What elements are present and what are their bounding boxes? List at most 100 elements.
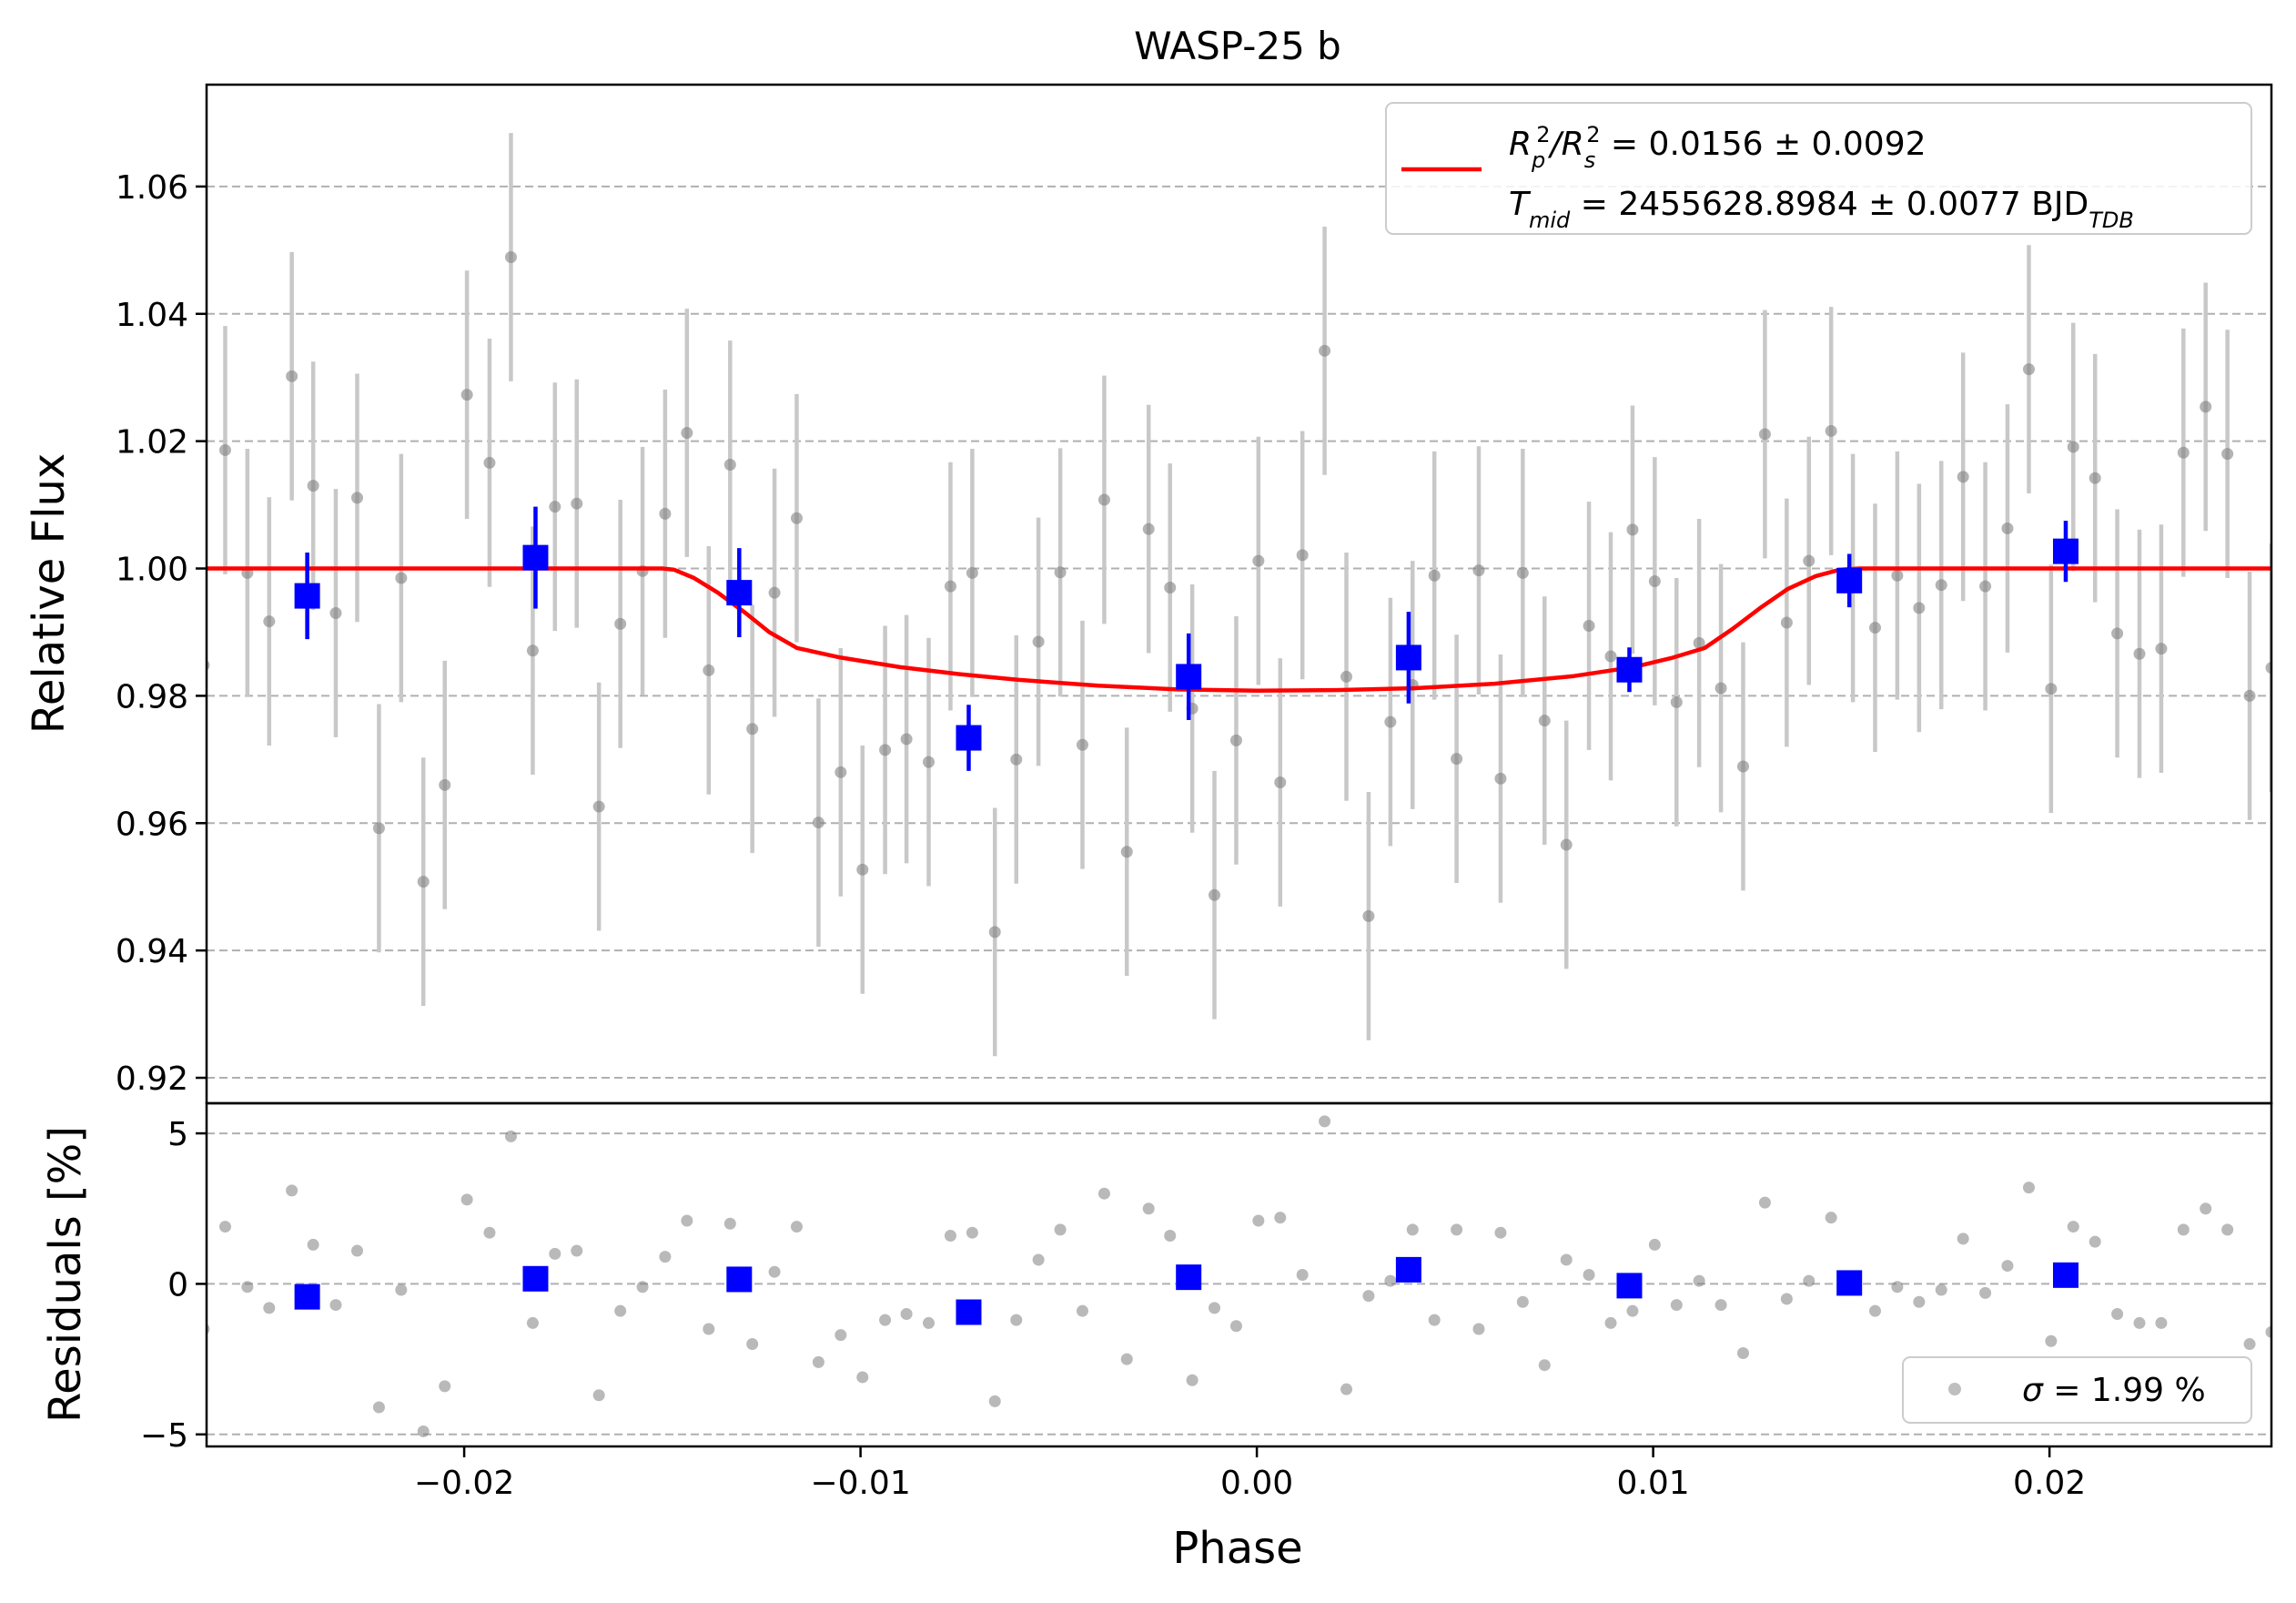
raw-point xyxy=(1693,636,1705,649)
residual-point xyxy=(329,1299,342,1312)
chart-title: WASP-25 b xyxy=(1134,24,1341,68)
binned-point xyxy=(1395,644,1421,671)
raw-point xyxy=(1979,580,1992,593)
raw-point xyxy=(1076,738,1088,751)
residual-point xyxy=(460,1193,473,1206)
top-y-tick-label: 0.94 xyxy=(116,933,188,970)
raw-point xyxy=(1472,564,1485,577)
bottom-panel-y-ticks: −5 0 5 xyxy=(140,1116,207,1455)
raw-point xyxy=(1714,682,1727,695)
legend-tmid-label: Tmid = 2455628.8984 ± 0.0077 BJDTDB xyxy=(1509,186,2134,233)
raw-point xyxy=(768,586,781,599)
residual-point xyxy=(2067,1221,2079,1233)
top-y-tick-label: 1.04 xyxy=(116,297,188,334)
binned-point xyxy=(522,544,549,571)
top-y-tick-label: 1.00 xyxy=(116,552,188,589)
raw-point xyxy=(1428,569,1441,582)
residual-point xyxy=(988,1395,1001,1407)
residual-point xyxy=(1032,1253,1045,1266)
binned-point xyxy=(1616,656,1643,683)
residual-point xyxy=(1957,1233,1969,1245)
raw-point xyxy=(2133,647,2146,660)
raw-point xyxy=(1384,715,1397,728)
residual-point xyxy=(439,1380,451,1393)
residual-legend-value: = 1.99 % xyxy=(2043,1372,2206,1409)
residual-point xyxy=(681,1214,693,1227)
raw-point xyxy=(439,778,451,791)
raw-point xyxy=(1758,428,1771,441)
residual-point xyxy=(1054,1223,1067,1236)
raw-point xyxy=(2001,522,2014,534)
top-y-tick-label: 1.02 xyxy=(116,424,188,462)
binned-residual-point xyxy=(1616,1273,1643,1299)
raw-point xyxy=(1120,846,1133,858)
residual-point xyxy=(1362,1290,1375,1303)
residual-point xyxy=(812,1355,824,1368)
residual-point xyxy=(1319,1115,1331,1128)
residual-point xyxy=(1164,1230,1177,1243)
legend-box xyxy=(1385,102,2252,235)
residual-point xyxy=(1935,1283,1947,1296)
bottom-panel-legend: σ = 1.99 % xyxy=(1902,1356,2252,1424)
raw-point xyxy=(1648,575,1661,588)
residual-point xyxy=(1274,1212,1287,1224)
residual-point xyxy=(372,1401,385,1414)
raw-point xyxy=(1583,619,1595,632)
residual-point xyxy=(1208,1302,1220,1314)
raw-point xyxy=(2265,662,2271,675)
raw-point xyxy=(549,501,561,513)
residual-point xyxy=(2089,1235,2101,1248)
raw-point xyxy=(1229,734,1242,746)
residual-point xyxy=(286,1184,298,1197)
raw-point xyxy=(350,492,363,504)
residual-point xyxy=(350,1244,363,1257)
legend-tmid-value: = 2455628.8984 ± 0.0077 BJD xyxy=(1570,186,2089,223)
top-panel-grid xyxy=(207,185,2271,1080)
residual-point xyxy=(2243,1338,2256,1351)
residual-point xyxy=(1406,1223,1419,1236)
residual-point xyxy=(483,1226,496,1239)
residual-point xyxy=(1494,1226,1507,1239)
residual-point xyxy=(1296,1269,1309,1281)
raw-point xyxy=(307,480,319,492)
raw-point xyxy=(1957,471,1969,483)
residual-point xyxy=(395,1283,408,1296)
raw-point xyxy=(834,766,847,778)
residual-point xyxy=(1891,1281,1904,1294)
raw-point xyxy=(1362,909,1375,922)
raw-point xyxy=(1451,753,1463,766)
raw-point xyxy=(988,926,1001,938)
residual-point xyxy=(263,1302,276,1314)
residual-legend-sigma: σ xyxy=(2022,1372,2044,1409)
residual-point xyxy=(1648,1238,1661,1251)
residual-point xyxy=(614,1304,627,1317)
residual-point xyxy=(571,1244,583,1257)
raw-point xyxy=(1032,635,1045,648)
x-tick-label: 0.01 xyxy=(1617,1465,1690,1502)
residual-point xyxy=(966,1226,978,1239)
raw-point xyxy=(1252,554,1265,567)
raw-point xyxy=(681,427,693,440)
raw-point xyxy=(614,617,627,630)
x-axis-label: Phase xyxy=(1172,1523,1302,1574)
raw-point xyxy=(2022,363,2035,376)
raw-point xyxy=(592,800,605,813)
legend-depth-rs: /R xyxy=(1548,126,1584,163)
residual-point xyxy=(703,1323,715,1335)
raw-point xyxy=(1626,523,1639,536)
raw-point xyxy=(1296,549,1309,562)
residual-point xyxy=(1868,1304,1881,1317)
raw-point xyxy=(263,615,276,628)
residual-point xyxy=(417,1425,430,1437)
raw-point xyxy=(571,497,583,510)
legend-tmid-t: T xyxy=(1509,186,1532,223)
residual-point xyxy=(1604,1316,1617,1329)
raw-point xyxy=(900,733,913,746)
residual-point xyxy=(1626,1304,1639,1317)
residual-point xyxy=(768,1265,781,1278)
raw-point xyxy=(703,664,715,676)
binned-residual-point xyxy=(294,1283,320,1310)
top-y-tick-label: 1.06 xyxy=(116,169,188,207)
raw-point xyxy=(723,459,736,472)
